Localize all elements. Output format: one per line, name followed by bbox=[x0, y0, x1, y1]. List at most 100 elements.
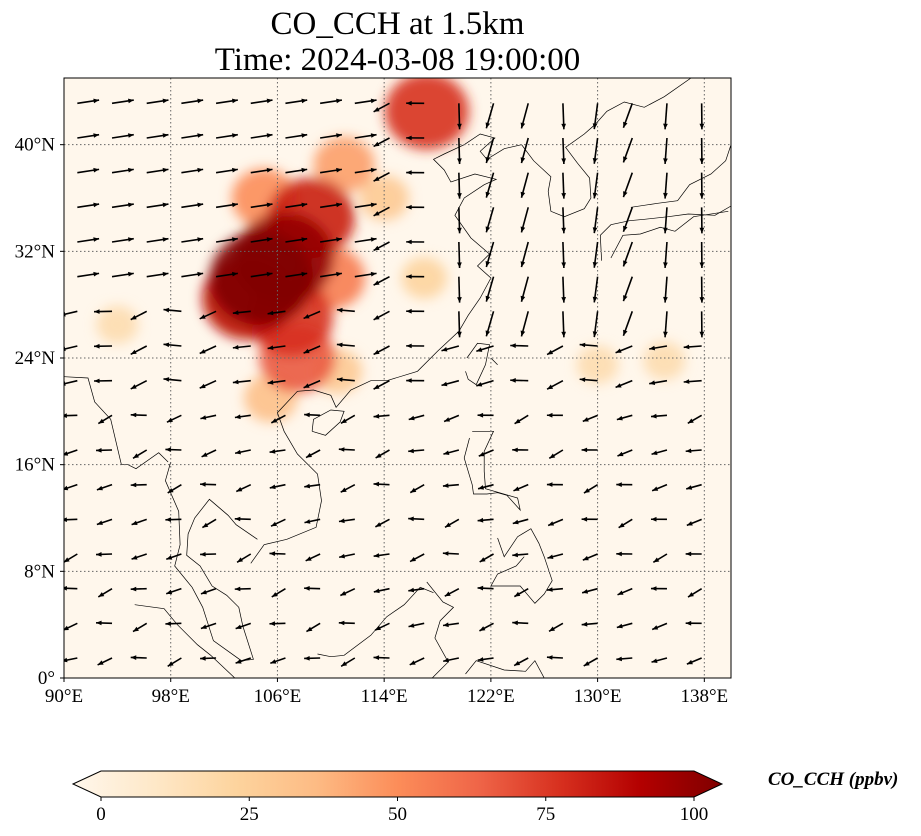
wind-vector-24 bbox=[235, 622, 252, 630]
colorbar-label: CO_CCH (ppbv) bbox=[768, 769, 899, 790]
wind-vector-head bbox=[444, 591, 451, 597]
wind-vector-191 bbox=[94, 309, 113, 314]
wind-vector-78 bbox=[131, 518, 147, 526]
wind-vector-84 bbox=[338, 518, 355, 524]
wind-vector-249 bbox=[146, 202, 169, 209]
wind-vector-head bbox=[235, 624, 242, 629]
wind-vector-41 bbox=[165, 587, 182, 595]
wind-vector-265 bbox=[699, 207, 705, 234]
wind-vector-head bbox=[406, 100, 412, 106]
wind-vector-head bbox=[663, 331, 668, 338]
wind-vector-head bbox=[444, 417, 451, 422]
wind-vector-head bbox=[373, 211, 380, 216]
wind-vector-head bbox=[301, 98, 308, 104]
wind-vector-137 bbox=[200, 414, 217, 420]
wind-vector-head bbox=[699, 123, 705, 130]
wind-vector-230 bbox=[146, 237, 169, 243]
wind-vector-39 bbox=[97, 587, 113, 598]
title-line-variable: CO_CCH at 1.5km bbox=[270, 6, 525, 42]
wind-vector-head bbox=[618, 522, 625, 528]
co-plume-0 bbox=[96, 305, 139, 344]
wind-vector-163 bbox=[441, 379, 460, 387]
wind-vector-134 bbox=[97, 414, 113, 425]
wind-vector-head bbox=[266, 98, 273, 104]
wind-vector-head bbox=[232, 271, 238, 277]
wind-vector-head bbox=[98, 592, 105, 597]
wind-vector-head bbox=[683, 344, 690, 350]
wind-vector-head bbox=[162, 271, 169, 277]
wind-vector-head bbox=[663, 296, 668, 303]
wind-vector-117 bbox=[165, 447, 182, 452]
wind-vector-head bbox=[237, 557, 243, 563]
wind-vector-shaft bbox=[64, 310, 78, 316]
wind-vector-31 bbox=[479, 622, 494, 632]
wind-vector-shaft bbox=[64, 345, 78, 350]
wind-vector-312 bbox=[354, 98, 377, 105]
wind-vector-head bbox=[97, 660, 104, 665]
wind-vector-228 bbox=[77, 237, 100, 243]
wind-vector-head bbox=[592, 262, 598, 268]
title-line-time: Time: 2024-03-08 19:00:00 bbox=[214, 42, 581, 78]
wind-vector-head bbox=[561, 297, 566, 303]
wind-vector-head bbox=[267, 380, 274, 385]
wind-vector-93 bbox=[650, 516, 667, 522]
wind-vector-head bbox=[166, 589, 173, 595]
wind-vector-219 bbox=[406, 274, 425, 279]
wind-vector-head bbox=[406, 204, 412, 210]
wind-vector-head bbox=[561, 158, 566, 164]
wind-vector-head bbox=[338, 447, 345, 452]
wind-vector-187 bbox=[615, 345, 633, 354]
wind-vector-head bbox=[197, 271, 204, 277]
wind-vector-head bbox=[234, 414, 241, 420]
wind-vector-211 bbox=[146, 271, 169, 278]
coastline-4 bbox=[630, 144, 731, 208]
wind-vector-head bbox=[301, 202, 308, 208]
co-plume-12 bbox=[384, 78, 469, 150]
wind-vector-head bbox=[457, 123, 462, 130]
wind-vector-head bbox=[197, 98, 204, 104]
wind-vector-130 bbox=[617, 449, 633, 457]
wind-vector-head bbox=[201, 452, 208, 457]
wind-vector-172 bbox=[94, 343, 113, 349]
wind-vector-head bbox=[96, 552, 102, 557]
wind-vector-21 bbox=[132, 622, 148, 633]
wind-vector-head bbox=[266, 167, 273, 173]
wind-vector-head bbox=[582, 555, 589, 561]
wind-vector-head bbox=[96, 448, 102, 453]
coastline-1 bbox=[521, 78, 692, 218]
wind-vector-94 bbox=[686, 518, 702, 527]
wind-vector-head bbox=[197, 167, 204, 173]
wind-vector-head bbox=[64, 413, 67, 418]
wind-vector-272 bbox=[285, 167, 308, 174]
wind-vector-head bbox=[266, 237, 273, 242]
wind-vector-144 bbox=[443, 414, 460, 423]
wind-vector-head bbox=[512, 620, 518, 626]
wind-vector-193 bbox=[163, 307, 182, 313]
wind-vector-267 bbox=[111, 167, 134, 174]
wind-vector-206 bbox=[622, 311, 634, 337]
wind-vector-head bbox=[441, 347, 448, 352]
wind-vector-head bbox=[163, 342, 170, 348]
wind-vector-head bbox=[512, 519, 519, 525]
wind-vector-185 bbox=[546, 345, 564, 356]
wind-vector-180 bbox=[373, 345, 390, 356]
wind-vector-220 bbox=[457, 276, 462, 303]
wind-vector-head bbox=[479, 626, 486, 631]
x-tick-label-106: 106°E bbox=[254, 686, 302, 707]
wind-vector-head bbox=[305, 556, 312, 561]
wind-vector-head bbox=[197, 133, 204, 138]
colorbar-tick-label-0: 0 bbox=[96, 804, 106, 825]
wind-vector-195 bbox=[232, 310, 251, 315]
wind-vector-27 bbox=[338, 620, 355, 626]
wind-vector-head bbox=[663, 158, 668, 164]
wind-vector-head bbox=[235, 449, 241, 455]
wind-vector-head bbox=[457, 262, 462, 268]
wind-vector-45 bbox=[304, 586, 321, 591]
wind-vector-head bbox=[651, 586, 657, 591]
wind-vector-66 bbox=[373, 553, 390, 558]
wind-vector-head bbox=[406, 308, 412, 314]
wind-vector-88 bbox=[477, 517, 494, 523]
wind-vector-head bbox=[584, 488, 590, 493]
wind-vector-head bbox=[93, 237, 100, 242]
wind-vector-head bbox=[96, 620, 102, 626]
